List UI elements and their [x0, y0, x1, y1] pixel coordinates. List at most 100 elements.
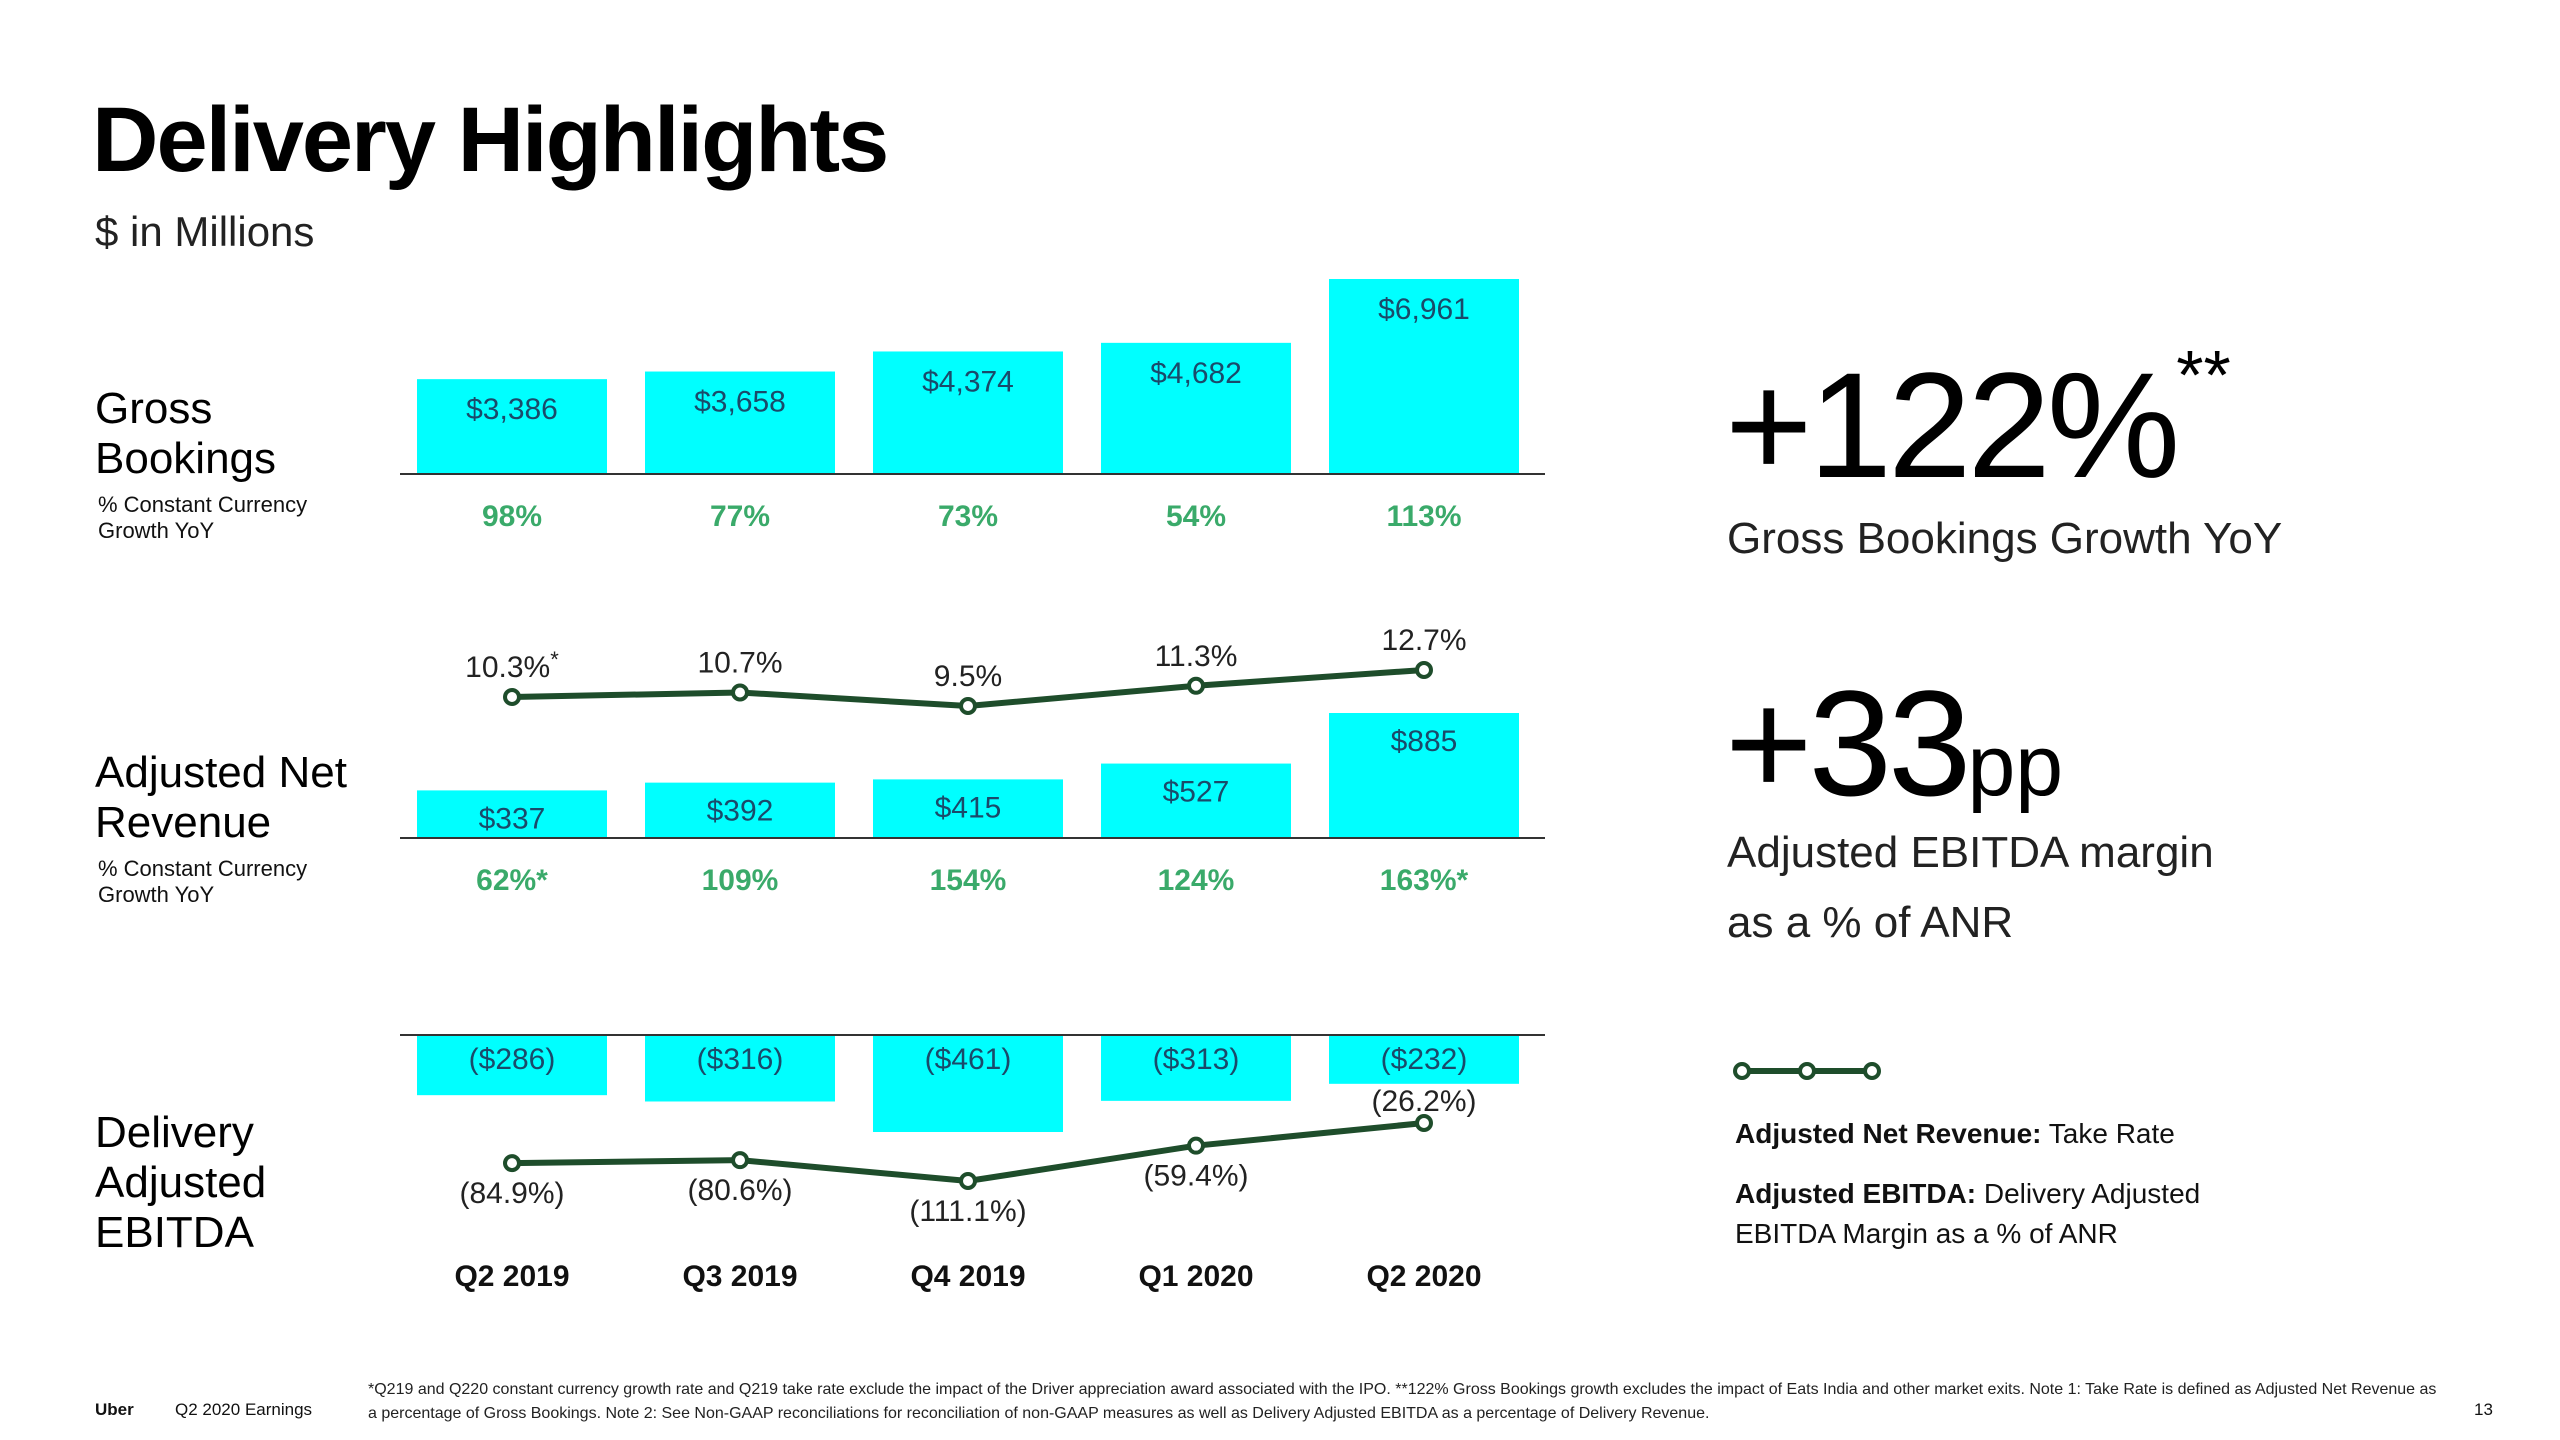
gb-bar — [873, 351, 1063, 474]
ebitda-bars: ($286) ($316) ($461) ($313) ($232) — [417, 1035, 1519, 1132]
gb-bar-label: $3,658 — [694, 386, 786, 419]
take-rate-line: 10.3%* 10.7% 9.5% 11.3% 12.7% — [465, 624, 1467, 715]
gb-bar-label: $6,961 — [1378, 293, 1470, 326]
legend-ebitda: Adjusted EBITDA: Delivery Adjusted EBITD… — [1735, 1174, 2200, 1254]
gross-bookings-caption-line1: % Constant Currency — [98, 492, 308, 517]
legend-anr-desc: Take Rate — [2048, 1118, 2175, 1149]
anr-bar-label: $337 — [479, 802, 546, 835]
gb-bar-label: $3,386 — [466, 393, 558, 426]
page-number: 13 — [2474, 1400, 2493, 1419]
margin-label: (80.6%) — [687, 1174, 792, 1207]
take-rate-label: 10.3%* — [465, 647, 559, 684]
gross-bookings-label-line1: Gross — [95, 384, 213, 433]
gb-growth-label: 98% — [482, 500, 542, 533]
footnote: *Q219 and Q220 constant currency growth … — [368, 1381, 2437, 1422]
ebitda-bar — [1101, 1035, 1291, 1101]
take-rate-label: 10.7% — [697, 647, 782, 680]
legend-ebitda-desc-2: EBITDA Margin as a % of ANR — [1735, 1218, 2118, 1249]
margin-label: (84.9%) — [459, 1177, 564, 1210]
margin-point — [959, 1172, 977, 1190]
gb-bar — [645, 371, 835, 474]
anr-growth-label: 109% — [702, 864, 779, 897]
anr-label: Adjusted Net Revenue — [95, 748, 347, 848]
anr-bar — [645, 782, 835, 838]
gb-growth-label: Gross Bookings Growth YoY — [1727, 514, 2283, 563]
margin-label-line2: as a % of ANR — [1727, 898, 2014, 947]
gb-growth-label: 113% — [1386, 500, 1461, 533]
ebitda-bar — [873, 1035, 1063, 1132]
margin-change-value: +33 — [1725, 659, 1971, 827]
anr-growth-label: 163%* — [1380, 864, 1469, 897]
anr-growth-label: 124% — [1158, 864, 1235, 897]
anr-bar — [1329, 713, 1519, 838]
page-subtitle: $ in Millions — [95, 208, 315, 255]
margin-point — [1187, 1136, 1205, 1155]
gb-growth-label: 54% — [1166, 500, 1226, 533]
ebitda-bar-label: ($316) — [697, 1043, 784, 1076]
ebitda-bar — [417, 1035, 607, 1096]
category-label: Q4 2019 — [910, 1260, 1025, 1293]
gb-growth-label: 73% — [938, 500, 998, 533]
gross-bookings-caption-line2: Growth YoY — [98, 518, 215, 543]
take-rate-point — [959, 697, 977, 715]
ebitda-bar-label: ($286) — [469, 1043, 556, 1076]
ebitda-label: Delivery Adjusted EBITDA — [95, 1108, 266, 1258]
anr-bar-label: $527 — [1163, 776, 1230, 809]
ebitda-label-line2: Adjusted — [95, 1158, 267, 1207]
gross-bookings-label-line2: Bookings — [95, 434, 277, 483]
legend-ebitda-desc-1: Delivery Adjusted — [1983, 1178, 2201, 1209]
gb-bar — [1101, 342, 1291, 474]
legend-anr: Adjusted Net Revenue: Take Rate — [1735, 1114, 2175, 1154]
gb-bar — [417, 379, 607, 474]
margin-change-stat: +33pp — [1725, 668, 2063, 818]
gross-bookings-bars: $3,386 98% $3,658 77% $4,374 73% $4,682 54% $6,9… — [417, 279, 1519, 533]
take-rate-label: 11.3% — [1155, 640, 1238, 673]
axes — [400, 473, 1545, 1036]
legend-anr-title: Adjusted Net Revenue: — [1735, 1118, 2042, 1149]
anr-bar — [1101, 763, 1291, 838]
take-rate-point — [503, 688, 521, 706]
legend-line-icon — [1733, 1062, 1881, 1080]
ebitda-label-line1: Delivery — [95, 1108, 254, 1157]
take-rate-point — [731, 683, 749, 702]
gross-bookings-label: Gross Bookings — [95, 384, 276, 484]
margin-point — [503, 1154, 521, 1173]
take-rate-point — [1415, 661, 1433, 679]
margin-label: (111.1%) — [909, 1195, 1026, 1228]
gross-bookings-growth-caption: % Constant Currency Growth YoY — [98, 492, 307, 544]
anr-label-line2: Revenue — [95, 798, 272, 847]
gb-bar-label: $4,374 — [922, 365, 1014, 398]
category-label: Q3 2019 — [682, 1260, 797, 1293]
gb-growth-label: 77% — [710, 500, 770, 533]
anr-bars: $337 62%* $392 109% $415 154% $527 124% $885 163%… — [417, 713, 1519, 897]
gb-bar-label: $4,682 — [1150, 357, 1242, 390]
category-label: Q2 2019 — [454, 1260, 569, 1293]
ebitda-bar — [1329, 1035, 1519, 1084]
margin-point — [1415, 1114, 1433, 1132]
ebitda-label-line3: EBITDA — [95, 1208, 254, 1257]
footer-brand: Uber — [95, 1400, 134, 1419]
anr-bar — [417, 790, 607, 838]
take-rate-point — [1187, 676, 1205, 695]
ebitda-bar — [645, 1035, 835, 1102]
anr-growth-label: 62%* — [476, 864, 548, 897]
ebitda-bar-label: ($313) — [1153, 1043, 1240, 1076]
margin-point — [731, 1151, 749, 1170]
margin-change-unit: pp — [1967, 718, 2064, 814]
anr-growth-caption: % Constant Currency Growth YoY — [98, 856, 307, 908]
gb-growth-footnote-mark: ** — [2176, 336, 2231, 414]
anr-caption-line1: % Constant Currency — [98, 856, 308, 881]
anr-bar-label: $415 — [935, 791, 1002, 824]
anr-bar — [873, 779, 1063, 838]
ebitda-margin-line: (84.9%) (80.6%) (111.1%) (59.4%) (26.2%) — [459, 1085, 1476, 1228]
ebitda-bar-label: ($232) — [1381, 1043, 1468, 1076]
footer-report: Q2 2020 Earnings — [175, 1400, 313, 1419]
anr-growth-label: 154% — [930, 864, 1007, 897]
anr-caption-line2: Growth YoY — [98, 882, 215, 907]
margin-label: (59.4%) — [1143, 1160, 1248, 1193]
margin-change-label: Adjusted EBITDA margin as a % of ANR — [1727, 818, 2214, 958]
ebitda-bar-label: ($461) — [925, 1043, 1012, 1076]
gb-growth-value: +122% — [1725, 341, 2180, 509]
page-title: Delivery Highlights — [92, 89, 889, 191]
